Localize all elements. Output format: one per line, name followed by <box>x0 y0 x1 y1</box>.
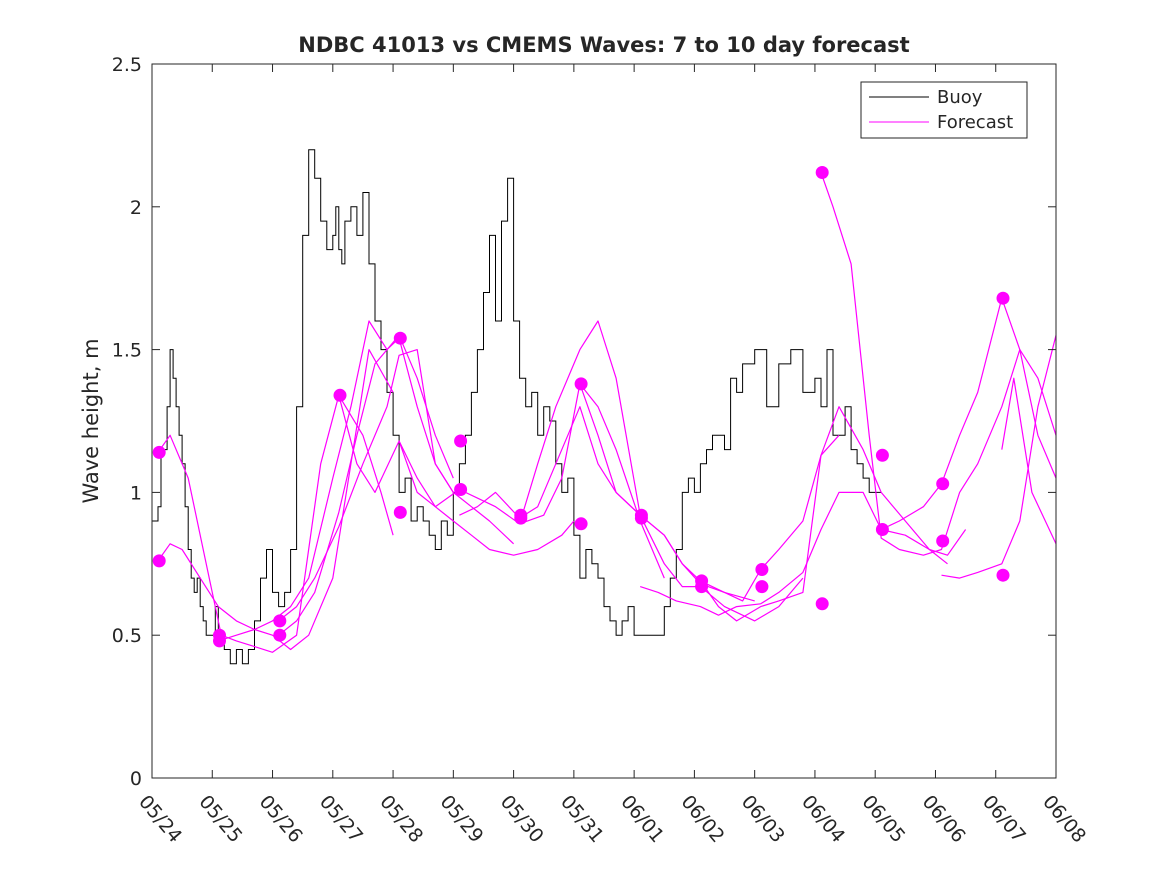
forecast-start-marker <box>815 166 829 179</box>
y-tick-label: 0 <box>130 768 142 790</box>
forecast-start-marker <box>152 554 166 568</box>
chart-title: NDBC 41013 vs CMEMS Waves: 7 to 10 day f… <box>298 33 909 57</box>
forecast-start-marker <box>936 534 950 548</box>
forecast-series-line-13 <box>820 172 1056 556</box>
forecast-start-marker <box>393 331 407 345</box>
forecast-series-line-10 <box>579 383 840 602</box>
forecast-start-marker <box>393 505 407 519</box>
forecast-start-marker <box>996 291 1010 305</box>
legend-forecast-label: Forecast <box>937 112 1013 133</box>
forecast-series-line-5 <box>278 349 515 622</box>
forecast-series-line-12 <box>699 406 967 622</box>
forecast-start-marker <box>574 377 588 391</box>
y-axis-label: Wave height, m <box>79 338 103 503</box>
forecast-series-line-6 <box>338 395 575 556</box>
y-tick-label: 1.5 <box>112 340 142 362</box>
forecast-start-marker <box>875 523 889 536</box>
forecast-start-marker <box>333 388 347 402</box>
axes-box <box>151 63 1057 779</box>
legend-box <box>860 81 1028 139</box>
forecast-start-marker <box>815 597 829 611</box>
forecast-start-marker <box>574 517 588 531</box>
forecast-series-line-15 <box>941 335 1056 579</box>
legend: Buoy Forecast <box>860 81 1028 139</box>
plot-area <box>152 149 1056 665</box>
forecast-series-line-8 <box>459 406 755 602</box>
forecast-start-marker <box>273 628 287 642</box>
forecast-start-marker <box>634 508 648 522</box>
forecast-series-line-7 <box>398 383 665 579</box>
forecast-start-marker <box>755 563 769 576</box>
forecast-start-marker <box>273 614 287 628</box>
forecast-series-line-16 <box>1001 377 1056 545</box>
forecast-start-marker <box>875 448 889 462</box>
forecast-series-line-9 <box>519 320 804 622</box>
forecast-start-marker <box>454 434 468 448</box>
forecast-start-marker <box>996 568 1010 582</box>
y-tick-label: 0.5 <box>112 625 142 647</box>
forecast-series-line-14 <box>880 297 1056 531</box>
forecast-start-marker <box>213 634 226 648</box>
y-tick-label: 1 <box>130 482 142 504</box>
forecast-series-line-3 <box>218 320 454 642</box>
forecast-start-marker <box>695 574 709 588</box>
forecast-series-line-1 <box>157 349 394 651</box>
legend-buoy-label: Buoy <box>937 87 983 108</box>
buoy-series-line <box>152 149 882 665</box>
forecast-start-marker <box>936 477 950 491</box>
forecast-series-line-11 <box>640 491 948 616</box>
forecast-start-marker <box>514 511 528 525</box>
y-tick-label: 2.5 <box>112 54 142 76</box>
forecast-start-marker <box>755 580 769 594</box>
y-tick-label: 2 <box>130 197 142 219</box>
forecast-start-marker <box>152 445 166 459</box>
forecast-start-marker <box>454 483 468 496</box>
